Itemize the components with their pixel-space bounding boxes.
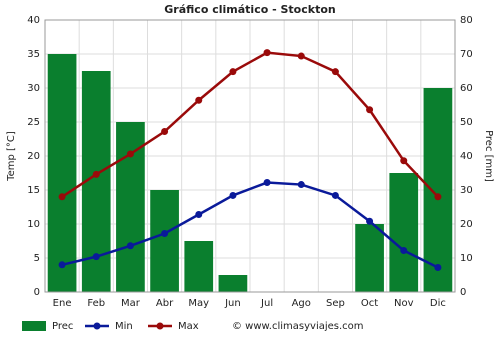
legend: Prec Min Max: [22, 321, 199, 332]
y-tick-label: 25: [27, 117, 40, 128]
x-tick-label: Ago: [292, 298, 311, 309]
y-tick-label: 10: [27, 219, 40, 230]
y2-tick-label: 80: [460, 15, 473, 26]
line: [61, 51, 439, 198]
x-tick-label: Dic: [430, 298, 446, 309]
y2-tick-label: 40: [460, 151, 473, 162]
point: [297, 181, 305, 189]
legend-label: Max: [178, 321, 199, 332]
point: [126, 150, 134, 158]
y-tick-label: 5: [34, 253, 40, 264]
y2-tick-label: 0: [460, 287, 466, 298]
y2-tick-label: 60: [460, 83, 473, 94]
bar: [423, 88, 453, 292]
point: [58, 261, 66, 269]
y2-tick-label: 30: [460, 185, 473, 196]
legend-label: Prec: [52, 321, 73, 332]
legend-swatch: [22, 321, 46, 331]
point: [58, 193, 66, 201]
x-tick-label: Feb: [87, 298, 105, 309]
point: [92, 253, 100, 261]
bar: [116, 122, 145, 292]
bar: [184, 241, 214, 292]
point: [366, 217, 374, 225]
y-tick-label: 40: [27, 15, 40, 26]
line: [61, 181, 439, 269]
y2-tick-label: 20: [460, 219, 473, 230]
point: [263, 49, 271, 57]
chart-title: Gráfico climático - Stockton: [164, 3, 335, 16]
y-tick-label: 15: [27, 185, 40, 196]
y-axis-label: Temp [°C]: [6, 131, 17, 182]
x-tick-label: Mar: [121, 298, 141, 309]
legend-swatch: [93, 322, 101, 330]
point: [92, 170, 100, 178]
point: [434, 193, 442, 201]
plot: [47, 49, 453, 292]
y-tick-label: 35: [27, 49, 40, 60]
bar: [47, 54, 77, 292]
point: [331, 68, 339, 76]
x-tick-label: Abr: [156, 298, 174, 309]
y-tick-label: 30: [27, 83, 40, 94]
point: [263, 179, 271, 187]
x-tick-label: Jun: [224, 298, 241, 309]
y2-tick-label: 50: [460, 117, 473, 128]
point: [400, 157, 408, 165]
point: [229, 68, 237, 76]
x-tick-label: Nov: [394, 298, 414, 309]
point: [195, 210, 203, 218]
x-tick-label: May: [188, 298, 209, 309]
point: [161, 128, 169, 136]
bar: [150, 190, 179, 292]
y2-tick-label: 10: [460, 253, 473, 264]
bar: [355, 224, 384, 292]
legend-swatch: [156, 322, 164, 330]
x-tick-label: Ene: [53, 298, 72, 309]
y2-tick-label: 70: [460, 49, 473, 60]
bar: [218, 275, 248, 292]
point: [161, 230, 169, 238]
bar: [389, 173, 419, 292]
y2-axis-label: Prec [mm]: [483, 130, 494, 182]
point: [297, 52, 305, 60]
x-tick-label: Sep: [326, 298, 345, 309]
legend-label: Min: [115, 321, 133, 332]
point: [126, 242, 134, 250]
x-tick-label: Oct: [361, 298, 378, 309]
y-tick-label: 20: [27, 151, 40, 162]
point: [331, 191, 339, 199]
point: [400, 247, 408, 255]
point: [195, 96, 203, 104]
source: © www.climasyviajes.com: [232, 321, 364, 332]
plot-frame: [44, 19, 456, 293]
x-tick-label: Jul: [260, 298, 273, 309]
point: [366, 106, 374, 114]
point: [434, 264, 442, 272]
point: [229, 191, 237, 199]
y-tick-label: 0: [34, 287, 40, 298]
